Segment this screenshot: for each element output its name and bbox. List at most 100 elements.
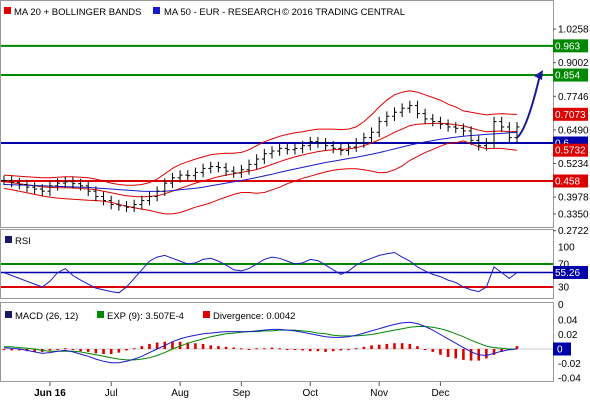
divergence-bar [171,341,174,349]
divergence-bar [186,342,190,349]
divergence-bar [446,349,450,357]
divergence-bar [500,349,503,352]
rsi-line [3,251,518,294]
price-bar [85,181,91,196]
divergence-bar [416,346,419,349]
price-bar [208,161,214,174]
month-x-axis: Jun 16 Jul Aug Sep Oct Nov Dec [34,382,449,399]
price-bar [24,179,30,192]
rsi-tick-label: 100 [558,242,575,253]
price-tick-label: 0.3978 [558,193,589,204]
price-bar [307,136,313,151]
price-bar [346,142,352,156]
price-bar [506,122,512,143]
price-bar [284,143,290,155]
divergence-bar [224,346,228,349]
price-bar [476,135,482,151]
divergence-bar [423,349,427,350]
divergence-bar [132,348,136,350]
macd-panel-frame [0,302,554,382]
price-tick-label: 0.3350 [558,209,589,220]
price-bar [78,178,84,191]
rsi-badge-bg [553,265,588,279]
divergence-bar [63,348,67,350]
price-badge-bg [553,107,588,121]
price-bar [70,176,76,189]
divergence-bar [408,343,412,349]
price-badge-bg [553,39,588,53]
divergence-bar [155,342,159,349]
divergence-bar [117,349,121,353]
divergence-bar [400,343,404,349]
price-bar [491,116,497,148]
price-bar [483,138,489,151]
month-label-oct: Oct [302,388,318,399]
divergence-bar [385,343,389,349]
price-bar [246,159,252,175]
price-bar [16,177,22,190]
rsi-legend-swatch [5,236,12,243]
price-bar [514,122,520,143]
price-bar [131,199,137,213]
divergence-bar [232,347,236,349]
divergence-bar [209,345,213,349]
price-bar [116,199,122,211]
price-bar [62,176,68,188]
divergence-bar [485,349,488,359]
divergence-bar [293,349,297,350]
price-bar [338,143,344,156]
divergence-bar [515,346,519,349]
price-bar [323,138,329,151]
price-bar [9,175,15,188]
price-badge-bg [553,143,588,157]
price-tick-label: 0.7746 [558,92,589,103]
price-bar [407,100,413,114]
price-bar [177,170,183,183]
price-bar [292,143,298,155]
price-badge-0.5732: 0.5732 [555,146,586,157]
divergence-bar [362,346,366,349]
rsi-current-badge: 55.26 [555,268,580,279]
price-bar [315,136,321,148]
divergence-bar [247,349,251,350]
macd-plot [1,321,553,364]
price-bar [414,100,420,119]
price-bar [300,140,306,154]
copyright-text: © 2016 TRADING CENTRAL [282,7,405,18]
divergence-bar [102,349,105,355]
price-bar [154,186,160,202]
macd-tick-label: 0.04 [558,316,578,327]
price-bar [353,138,359,152]
price-bar [254,154,260,170]
rsi-tick-label: 30 [558,283,570,294]
bollinger-lower-line [3,140,518,215]
price-bar [330,140,336,154]
price-bars [1,100,520,213]
month-label-jul: Jul [105,388,118,399]
price-bar [376,116,382,138]
price-badge-0.7073: 0.7073 [555,110,586,121]
divergence-bar [178,341,182,349]
macd-line [3,321,518,364]
trend-arrow-head [534,70,543,81]
divergence-bar [56,349,59,350]
divergence-bar [439,349,442,355]
price-bar [231,166,237,178]
divergence-bar [255,348,258,350]
price-bar [108,195,114,210]
divergence-bar [301,349,304,351]
price-bar [55,178,61,191]
price-bar [146,191,152,206]
price-bar [192,167,198,181]
price-bar [93,186,99,202]
divergence-bar [308,349,312,352]
price-bar [468,126,474,146]
legend-bollinger: MA 20 + BOLLINGER BANDS [14,7,142,18]
rsi-y-axis: 100 70 30 0 55.26 [553,242,588,311]
macd-badge-bg [553,342,571,356]
rsi-plot [1,251,553,294]
divergence-bar [86,349,90,352]
divergence-bar [71,349,75,350]
price-bar [453,122,459,134]
